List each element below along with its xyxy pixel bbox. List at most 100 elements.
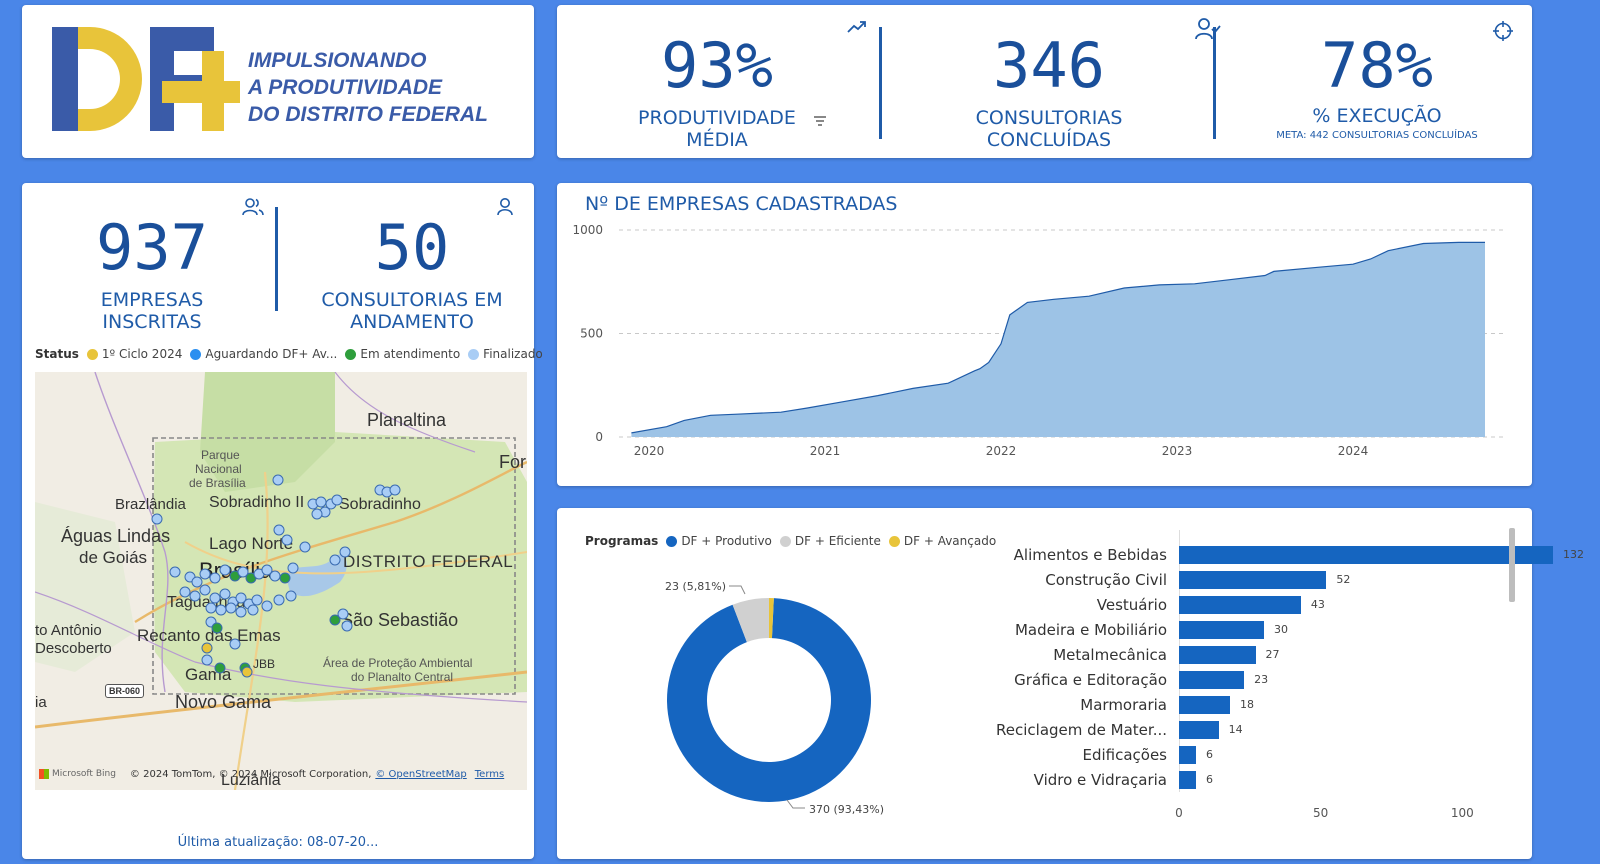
map-label: ia <box>35 694 47 711</box>
bar-category-label: Vestuário <box>1096 596 1167 614</box>
programs-card: Programas DF + Produtivo DF + Eficiente … <box>557 508 1584 859</box>
map-point[interactable] <box>237 566 249 578</box>
map-point[interactable] <box>235 606 247 618</box>
bar[interactable] <box>1179 696 1230 714</box>
map-point[interactable] <box>273 594 285 606</box>
user-check-icon <box>1195 18 1221 40</box>
legend-item[interactable]: 1º Ciclo 2024 <box>86 347 182 361</box>
map-point[interactable] <box>169 566 181 578</box>
map-point[interactable] <box>389 484 401 496</box>
map-point[interactable] <box>272 474 284 486</box>
map-point[interactable] <box>211 622 223 634</box>
map-point[interactable] <box>329 614 341 626</box>
map-point[interactable] <box>214 662 226 674</box>
map-point[interactable] <box>151 513 163 525</box>
map-point[interactable] <box>189 590 201 602</box>
map-point[interactable] <box>247 604 259 616</box>
map-point[interactable] <box>199 568 211 580</box>
map-point[interactable] <box>331 494 343 506</box>
map-label: DISTRITO FEDERAL <box>343 552 514 571</box>
top-kpi-card: 93% PRODUTIVIDADE MÉDIA 346 CONSULTORIAS… <box>557 5 1532 158</box>
map-point[interactable] <box>339 546 351 558</box>
legend-dot <box>190 348 202 360</box>
area-chart[interactable]: 1000 500 0 2020 2021 2022 2023 2024 <box>557 183 1532 486</box>
donut-slice[interactable] <box>732 598 769 643</box>
map-point[interactable] <box>229 638 241 650</box>
map-point[interactable] <box>261 600 273 612</box>
map-point[interactable] <box>341 620 353 632</box>
bar[interactable] <box>1179 671 1245 689</box>
map-point[interactable] <box>201 642 213 654</box>
map-point[interactable] <box>251 594 263 606</box>
map-point[interactable] <box>241 666 253 678</box>
bar[interactable] <box>1179 646 1256 664</box>
map-point[interactable] <box>285 590 297 602</box>
map-point[interactable] <box>205 602 217 614</box>
map-point[interactable] <box>311 508 323 520</box>
map-point[interactable] <box>329 554 341 566</box>
legend-item[interactable]: DF + Avançado <box>888 534 996 548</box>
y-tick-label: 0 <box>595 430 603 444</box>
map-point[interactable] <box>235 592 247 604</box>
legend-label: Finalizado <box>483 347 543 361</box>
donut-slice[interactable] <box>667 598 871 802</box>
map-label: Parque <box>201 448 240 462</box>
map-point[interactable] <box>315 496 327 508</box>
bar[interactable] <box>1179 546 1553 564</box>
map-point[interactable] <box>209 572 221 584</box>
map-point[interactable] <box>287 562 299 574</box>
map-point[interactable] <box>225 602 237 614</box>
kpi-empresas: 937 EMPRESAS INSCRITAS <box>42 217 262 334</box>
terms-link[interactable]: Terms <box>474 768 505 780</box>
bar[interactable] <box>1179 621 1264 639</box>
bar[interactable] <box>1179 771 1196 789</box>
filter-icon[interactable] <box>813 115 827 127</box>
legend-item[interactable]: Finalizado <box>468 347 543 361</box>
map-label: Luziânia <box>221 772 281 789</box>
bar-category-label: Vidro e Vidraçaria <box>1033 771 1167 789</box>
bar-value-label: 43 <box>1310 598 1325 611</box>
map-point[interactable] <box>179 586 191 598</box>
legend-label: DF + Produtivo <box>681 534 772 548</box>
bar-category-label: Edificações <box>1082 746 1167 764</box>
donut-slice[interactable] <box>769 598 774 639</box>
map-background <box>35 372 527 790</box>
osm-link[interactable]: © OpenStreetMap <box>375 768 467 780</box>
legend-item[interactable]: DF + Eficiente <box>779 534 881 548</box>
bar[interactable] <box>1179 596 1301 614</box>
map-point[interactable] <box>201 654 213 666</box>
map-point[interactable] <box>299 541 311 553</box>
map-label: Lago Norte <box>209 534 294 553</box>
x-tick-label: 100 <box>1450 806 1474 820</box>
map-point[interactable] <box>273 524 285 536</box>
donut-chart[interactable]: 23 (5,81%) 370 (93,43%) <box>557 508 997 859</box>
scrollbar[interactable] <box>1509 528 1515 602</box>
bar[interactable] <box>1179 571 1327 589</box>
map-point[interactable] <box>199 584 211 596</box>
legend-item[interactable]: Aguardando DF+ Av... <box>190 347 337 361</box>
legend-label: Aguardando DF+ Av... <box>205 347 338 361</box>
map-point[interactable] <box>215 604 227 616</box>
map-point[interactable] <box>337 608 349 620</box>
map-attribution: Microsoft Bing © 2024 TomTom, © 2024 Mic… <box>39 762 527 786</box>
map-point[interactable] <box>209 592 221 604</box>
map-point[interactable] <box>281 534 293 546</box>
map-point[interactable] <box>261 564 273 576</box>
map-point[interactable] <box>279 572 291 584</box>
map-label: Nacional <box>195 462 242 476</box>
bar[interactable] <box>1179 721 1219 739</box>
legend-item[interactable]: Em atendimento <box>345 347 460 361</box>
bar[interactable] <box>1179 746 1196 764</box>
bar-chart[interactable]: Alimentos e Bebidas 132 Construção Civil 52… <box>957 508 1584 859</box>
map-point[interactable] <box>219 588 231 600</box>
map-point[interactable] <box>269 570 281 582</box>
map-point[interactable] <box>219 564 231 576</box>
last-update: Última atualização: 08-07-20... <box>177 835 379 850</box>
map-visual[interactable]: Planaltina Parque Nacional de Brasília F… <box>35 372 527 790</box>
y-tick-label: 500 <box>580 327 603 341</box>
bar-value-label: 14 <box>1228 723 1243 736</box>
map-point[interactable] <box>191 576 203 588</box>
legend-item[interactable]: DF + Produtivo <box>666 534 772 548</box>
users-icon <box>242 198 264 216</box>
legend-label: DF + Eficiente <box>794 534 881 548</box>
